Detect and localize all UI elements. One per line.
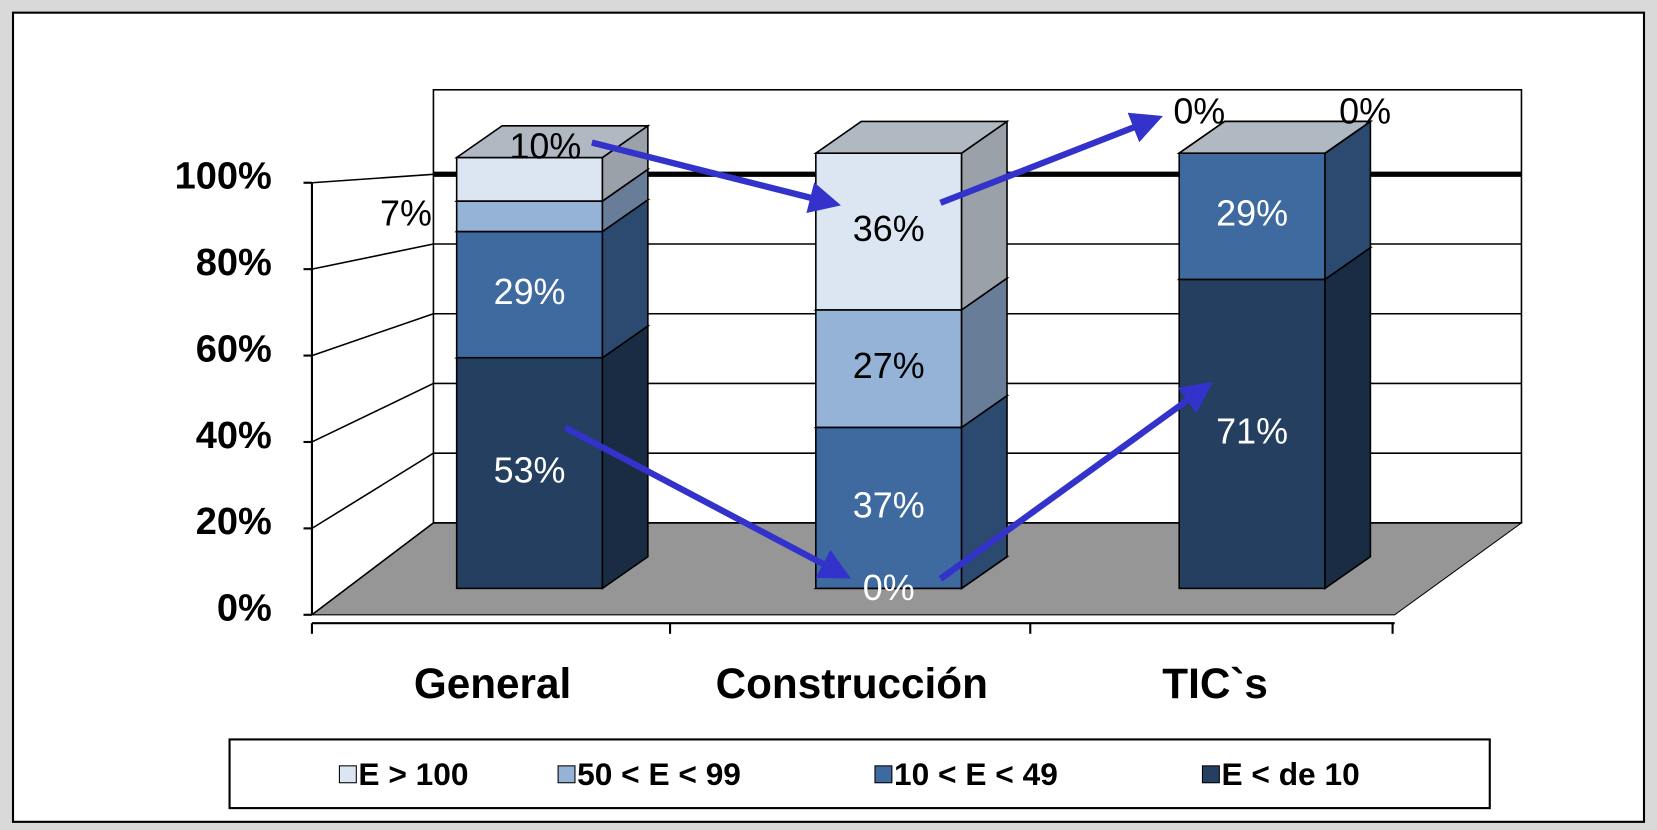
y-tick-label: 0% — [217, 588, 272, 630]
legend-label: 10 < E < 49 — [894, 756, 1058, 792]
data-label: 10% — [509, 126, 581, 167]
y-tick-label: 80% — [196, 242, 272, 284]
side-grid-line — [311, 522, 434, 616]
bar — [455, 230, 604, 359]
legend — [228, 738, 1491, 810]
y-tick-label: 100% — [175, 156, 272, 198]
side-grid-line — [311, 173, 434, 184]
arrow — [938, 381, 1213, 582]
bar — [815, 309, 963, 429]
legend-swatch — [874, 765, 893, 784]
bar-side — [960, 119, 1008, 312]
legend-swatch — [557, 765, 576, 784]
arrow — [591, 139, 841, 214]
bar — [1178, 152, 1326, 281]
data-label: 36% — [853, 208, 925, 249]
x-tick-label: TIC`s — [1162, 660, 1268, 707]
arrow — [563, 425, 852, 579]
arrows — [563, 112, 1213, 582]
data-label: 53% — [494, 450, 566, 491]
y-tick-label: 20% — [196, 501, 272, 543]
data-label: 71% — [1216, 410, 1288, 451]
side-grid-line — [311, 243, 434, 270]
bar — [455, 200, 604, 233]
bar-top — [454, 125, 651, 159]
x-tick-label: Construcción — [716, 660, 988, 707]
data-label: 0% — [863, 567, 915, 608]
data-label: 7% — [380, 193, 432, 234]
data-label: 27% — [853, 345, 925, 386]
y-tick-label: 60% — [196, 328, 272, 370]
legend-label: E < de 10 — [1221, 756, 1359, 792]
data-label: 0% — [1339, 91, 1391, 132]
data-label: 29% — [494, 271, 566, 312]
legend-swatch — [338, 765, 357, 784]
legend-label: 50 < E < 99 — [577, 756, 741, 792]
bar — [1178, 278, 1326, 590]
side-grid-line — [311, 382, 434, 443]
bar-top — [1176, 120, 1373, 154]
side-grid-line — [311, 452, 434, 530]
bar-top — [813, 120, 1010, 154]
legend-swatch — [1201, 765, 1220, 784]
y-tick-label: 40% — [196, 415, 272, 457]
data-label: 0% — [1173, 91, 1225, 132]
side-grid-line — [311, 312, 434, 357]
bar-side — [1324, 246, 1372, 590]
x-tick-label: General — [414, 660, 571, 707]
legend-label: E > 100 — [358, 756, 468, 792]
data-label: 37% — [853, 484, 925, 525]
data-label: 29% — [1216, 193, 1288, 234]
arrow — [939, 112, 1163, 206]
